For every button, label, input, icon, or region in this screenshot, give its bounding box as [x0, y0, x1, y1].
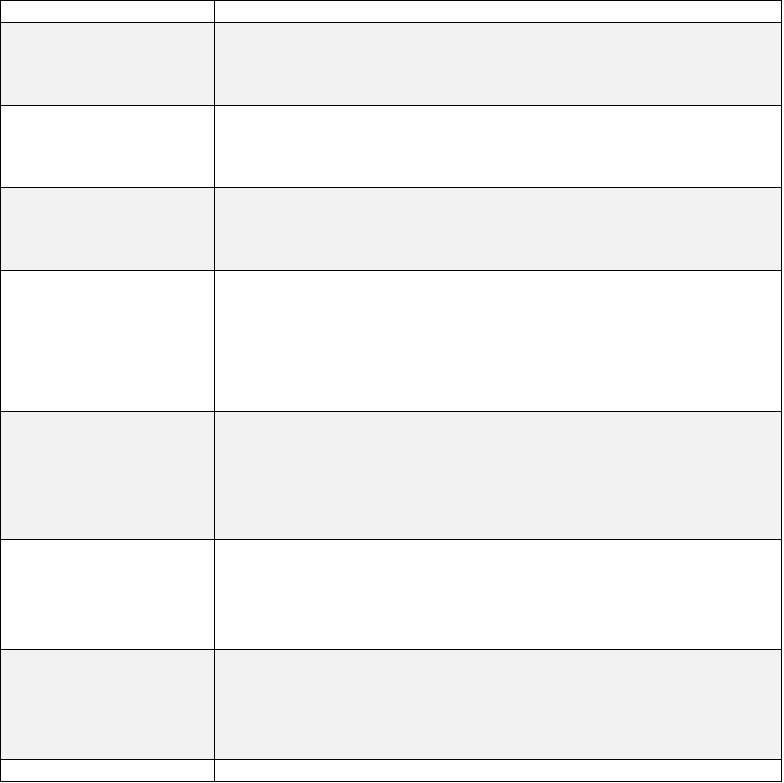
table-row — [0, 411, 782, 540]
table-row — [0, 22, 782, 106]
header-row — [0, 0, 782, 23]
table-row — [0, 105, 782, 188]
table-row — [0, 539, 782, 650]
table-row — [0, 649, 782, 760]
table-row — [0, 187, 782, 271]
table-row — [0, 270, 782, 412]
table-row — [0, 759, 782, 782]
